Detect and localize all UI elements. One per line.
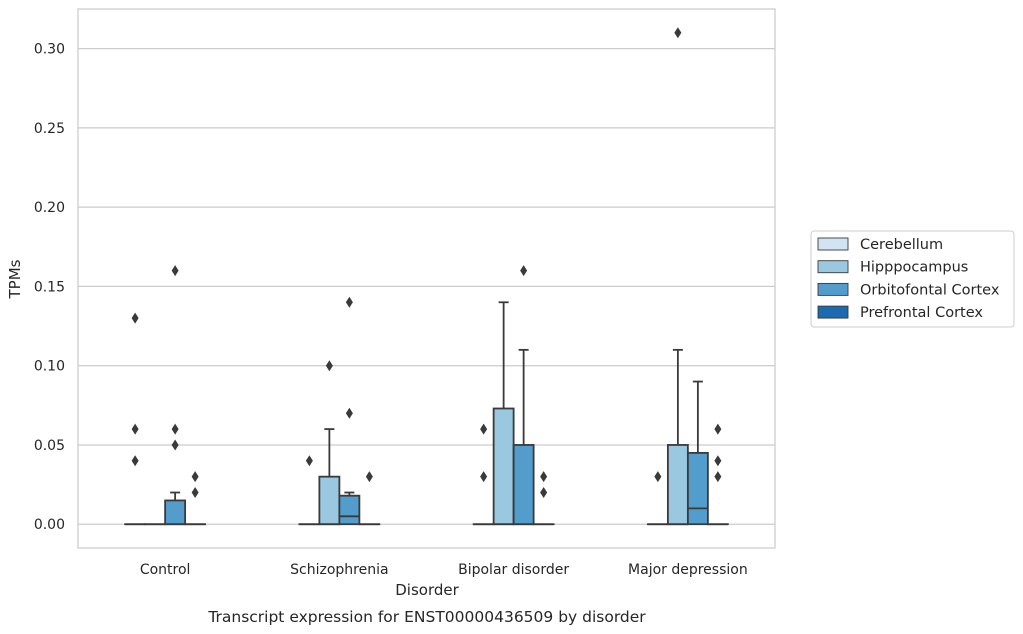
box-group <box>358 471 381 526</box>
x-tick-label: Control <box>140 562 191 578</box>
outlier-point <box>191 471 199 483</box>
legend-swatch <box>817 305 849 319</box>
legend-label: Prefrontal Cortex <box>860 305 983 321</box>
outlier-point <box>171 265 179 277</box>
box-group <box>492 301 515 526</box>
outlier-point <box>131 455 139 467</box>
outlier-point <box>714 423 722 435</box>
y-tick-label: 0.00 <box>34 517 65 533</box>
box <box>512 444 535 526</box>
outlier-point <box>325 360 333 372</box>
outlier-point <box>540 487 548 499</box>
y-tick-label: 0.10 <box>34 359 65 375</box>
box <box>686 451 709 526</box>
box-group <box>298 455 321 526</box>
box <box>164 499 187 526</box>
outlier-point <box>480 471 488 483</box>
legend: Cerebellum Hipppocampus Orbitofontal Corte… <box>810 230 1015 328</box>
outlier-point <box>191 487 199 499</box>
y-tick-labels: 0.00 0.05 0.10 0.15 0.20 0.25 0.30 <box>34 42 65 534</box>
legend-swatch <box>817 237 849 251</box>
y-tick-label: 0.25 <box>34 121 65 137</box>
x-tick-labels: Control Schizophrenia Bipolar disorder Majo… <box>140 562 748 578</box>
box-group <box>686 380 709 526</box>
x-axis-label: Disorder <box>395 581 459 599</box>
outlier-point <box>365 471 373 483</box>
outlier-point <box>305 455 313 467</box>
outlier-point <box>131 423 139 435</box>
box <box>338 494 361 526</box>
outlier-point <box>345 407 353 419</box>
legend-frame <box>810 230 1015 328</box>
outlier-point <box>131 312 139 324</box>
outlier-point <box>654 471 662 483</box>
y-tick-label: 0.15 <box>34 279 65 295</box>
y-tick-label: 0.20 <box>34 200 65 216</box>
box <box>318 475 341 526</box>
box <box>492 407 515 526</box>
box-group <box>706 423 729 526</box>
y-axis-label: TPMs <box>6 259 24 299</box>
legend-swatch <box>817 260 849 274</box>
plot-frame <box>77 8 776 549</box>
outlier-point <box>520 265 528 277</box>
outlier-point <box>540 471 548 483</box>
y-tick-label: 0.05 <box>34 438 65 454</box>
x-tick-label: Bipolar disorder <box>458 562 569 578</box>
box-group <box>164 265 187 526</box>
box-group <box>184 471 207 526</box>
outlier-point <box>345 296 353 308</box>
box-series <box>124 27 729 526</box>
box-group <box>666 27 689 526</box>
x-tick-label: Major depression <box>628 562 748 578</box>
box-group <box>338 296 361 526</box>
outlier-point <box>480 423 488 435</box>
chart-caption: Transcript expression for ENST0000043650… <box>207 608 646 626</box>
outlier-point <box>714 471 722 483</box>
outlier-point <box>171 439 179 451</box>
outlier-point <box>674 27 682 39</box>
box-group <box>472 423 495 526</box>
outlier-point <box>714 455 722 467</box>
outlier-point <box>171 423 179 435</box>
box <box>666 444 689 526</box>
legend-label: Orbitofontal Cortex <box>860 282 1000 298</box>
box-group <box>512 265 535 526</box>
box-group <box>124 312 147 526</box>
gridlines <box>78 48 775 525</box>
box-group <box>318 360 341 526</box>
legend-label: Cerebellum <box>860 237 943 253</box>
x-tick-label: Schizophrenia <box>290 562 388 578</box>
box-group <box>532 471 555 526</box>
y-tick-label: 0.30 <box>34 42 65 58</box>
legend-label: Hipppocampus <box>860 260 968 276</box>
legend-swatch <box>817 282 849 296</box>
box-group <box>646 471 669 526</box>
